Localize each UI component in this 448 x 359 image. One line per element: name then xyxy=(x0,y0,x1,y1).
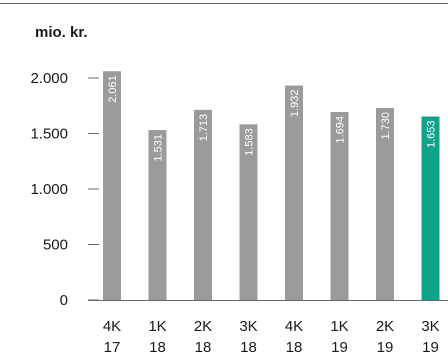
x-tick-label-quarter: 3K xyxy=(239,318,257,335)
y-tick-label: 1.000 xyxy=(30,181,68,198)
x-tick-label-quarter: 1K xyxy=(148,318,166,335)
bar-3k-18 xyxy=(239,124,258,300)
x-tick-label-year: 18 xyxy=(240,339,257,356)
x-tick-label-quarter: 3K xyxy=(421,318,439,335)
x-tick-label-quarter: 1K xyxy=(330,318,348,335)
bar-4k-17 xyxy=(103,71,121,300)
bar-1k-19 xyxy=(330,111,349,300)
x-tick-label-quarter: 4K xyxy=(103,318,121,335)
x-tick-label-year: 19 xyxy=(422,339,439,356)
y-tick-label: 1.500 xyxy=(30,126,68,143)
bar-3k-19 xyxy=(421,116,440,300)
x-tick-label-year: 18 xyxy=(286,339,303,356)
bar-value-label: 1.730 xyxy=(380,112,392,140)
bar-value-label: 1.653 xyxy=(426,121,438,149)
top-rule xyxy=(0,3,448,4)
x-axis: 4K 17 1K 18 2K 18 3K 18 4K 18 1K 19 2K 19 3K 19 xyxy=(88,300,448,356)
bars: 2.061 1.531 1.713 1.583 1.932 1.694 1.730 1.653 xyxy=(103,71,440,301)
x-tick-label-year: 18 xyxy=(149,339,166,356)
bar-2k-19 xyxy=(376,107,394,300)
x-tick-label-year: 17 xyxy=(104,339,121,356)
x-tick-label-quarter: 2K xyxy=(376,318,394,335)
y-tick-label: 2.000 xyxy=(30,70,68,87)
x-tick-label-quarter: 2K xyxy=(194,318,212,335)
x-tick-label-quarter: 4K xyxy=(285,318,303,335)
bar-value-label: 1.713 xyxy=(198,114,210,142)
bar-value-label: 1.583 xyxy=(244,128,256,156)
bar-1k-18 xyxy=(148,130,167,300)
bar-value-label: 1.932 xyxy=(289,90,301,118)
x-tick-label-year: 19 xyxy=(331,339,348,356)
bar-value-label: 1.694 xyxy=(335,116,347,144)
y-axis: 0 500 1.000 1.500 2.000 xyxy=(30,70,99,309)
bar-value-label: 1.531 xyxy=(153,134,165,162)
bar-4k-18 xyxy=(285,85,303,300)
y-tick-label: 0 xyxy=(60,292,68,309)
x-tick-label-year: 18 xyxy=(195,339,212,356)
bar-2k-18 xyxy=(194,109,212,301)
bar-value-label: 2.061 xyxy=(107,75,119,103)
y-tick-label: 500 xyxy=(43,237,68,254)
x-tick-label-year: 19 xyxy=(377,339,394,356)
unit-label: mio. kr. xyxy=(35,24,88,41)
